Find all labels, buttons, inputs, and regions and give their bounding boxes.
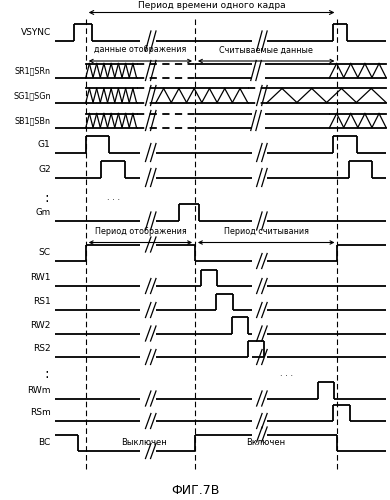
Text: BC: BC xyxy=(39,438,51,447)
Text: G2: G2 xyxy=(38,165,51,174)
Text: SB1～SBn: SB1～SBn xyxy=(15,116,51,125)
Text: :: : xyxy=(44,366,49,380)
Text: RS2: RS2 xyxy=(33,344,51,353)
Text: Включен: Включен xyxy=(246,438,286,447)
Text: VSYNC: VSYNC xyxy=(20,28,51,38)
Text: данные отображения: данные отображения xyxy=(94,46,186,54)
Text: ФИГ.7В: ФИГ.7В xyxy=(171,484,219,498)
Text: Период считывания: Период считывания xyxy=(224,227,308,236)
Text: Период времени одного кадра: Период времени одного кадра xyxy=(138,1,285,10)
Text: :: : xyxy=(44,190,49,204)
Text: RW1: RW1 xyxy=(30,273,51,282)
Text: SC: SC xyxy=(39,248,51,257)
Text: SG1～SGn: SG1～SGn xyxy=(13,91,51,100)
Text: . . .: . . . xyxy=(280,369,293,378)
Text: RSm: RSm xyxy=(30,408,51,417)
Text: Gm: Gm xyxy=(35,208,51,217)
Text: Период отображения: Период отображения xyxy=(94,227,186,236)
Text: G1: G1 xyxy=(38,140,51,149)
Text: RW2: RW2 xyxy=(30,321,51,330)
Text: . . .: . . . xyxy=(106,193,120,202)
Text: SR1～SRn: SR1～SRn xyxy=(15,66,51,75)
Text: Выключен: Выключен xyxy=(121,438,167,447)
Text: RWm: RWm xyxy=(27,386,51,395)
Text: RS1: RS1 xyxy=(33,297,51,306)
Text: Считываемые данные: Считываемые данные xyxy=(219,46,313,54)
